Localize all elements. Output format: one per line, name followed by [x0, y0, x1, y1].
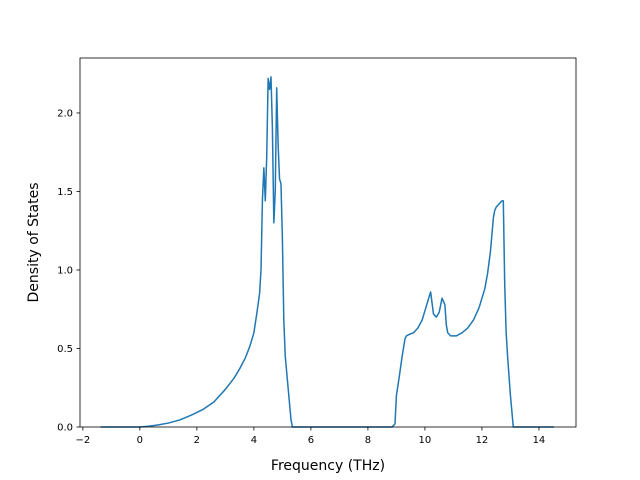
- y-axis: 0.0 0.5 1.0 1.5 2.0: [57, 108, 80, 434]
- x-tick-label: 8: [365, 435, 371, 446]
- x-tick-label: 0: [137, 435, 143, 446]
- plot-area: [79, 57, 577, 428]
- x-tick-label: −2: [75, 435, 90, 446]
- y-tick-label: 0.5: [57, 344, 73, 355]
- y-axis-label: Density of States: [26, 183, 42, 303]
- x-tick-label: 6: [308, 435, 314, 446]
- x-tick-label: 4: [251, 435, 257, 446]
- x-tick-label: 10: [419, 435, 432, 446]
- x-axis: −2 0 2 4 6 8 10 12 14: [75, 427, 545, 446]
- x-tick-label: 12: [476, 435, 489, 446]
- x-tick-label: 14: [533, 435, 546, 446]
- x-axis-label: Frequency (THz): [271, 458, 385, 474]
- y-tick-label: 2.0: [57, 108, 73, 119]
- y-tick-label: 1.0: [57, 265, 73, 276]
- y-tick-label: 0.0: [57, 423, 73, 434]
- x-tick-label: 2: [194, 435, 200, 446]
- axes-frame: [79, 57, 577, 428]
- y-tick-label: 1.5: [57, 187, 73, 198]
